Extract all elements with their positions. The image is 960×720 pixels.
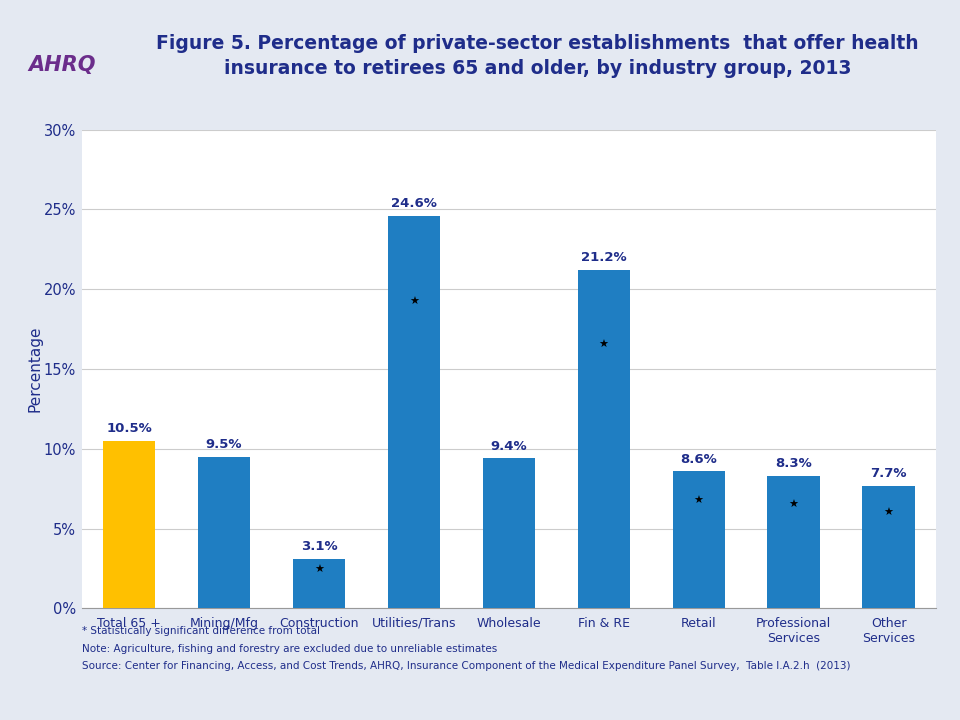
Bar (388, 216, 440, 608)
Text: 9.5%: 9.5% (205, 438, 242, 451)
Text: 8.6%: 8.6% (681, 453, 717, 466)
Text: Figure 5. Percentage of private-sector establishments  that offer health
insuran: Figure 5. Percentage of private-sector e… (156, 34, 919, 78)
Bar (578, 270, 630, 608)
Bar (483, 459, 535, 608)
Text: Note: Agriculture, fishing and forestry are excluded due to unreliable estimates: Note: Agriculture, fishing and forestry … (82, 644, 497, 654)
Y-axis label: Percentage: Percentage (28, 325, 42, 413)
Text: 3.1%: 3.1% (300, 540, 337, 554)
Text: AHRQ: AHRQ (29, 55, 96, 75)
Bar (198, 456, 251, 608)
Text: ★: ★ (788, 500, 799, 510)
Text: ★: ★ (599, 340, 609, 349)
Text: 7.7%: 7.7% (871, 467, 907, 480)
Text: 8.3%: 8.3% (776, 457, 812, 470)
Text: ★: ★ (314, 564, 324, 575)
Bar (103, 441, 156, 608)
Text: ★: ★ (409, 297, 419, 307)
Text: ★: ★ (883, 508, 894, 518)
Bar (767, 476, 820, 608)
Text: 24.6%: 24.6% (391, 197, 437, 210)
Bar (293, 559, 345, 608)
Text: 21.2%: 21.2% (581, 251, 627, 264)
Bar (862, 485, 915, 608)
Bar (673, 471, 725, 608)
Text: 10.5%: 10.5% (107, 422, 152, 435)
Text: * Statistically significant difference from total: * Statistically significant difference f… (82, 626, 320, 636)
Text: Source: Center for Financing, Access, and Cost Trends, AHRQ, Insurance Component: Source: Center for Financing, Access, an… (82, 661, 851, 671)
Text: 9.4%: 9.4% (491, 440, 527, 453)
Text: ★: ★ (694, 496, 704, 506)
